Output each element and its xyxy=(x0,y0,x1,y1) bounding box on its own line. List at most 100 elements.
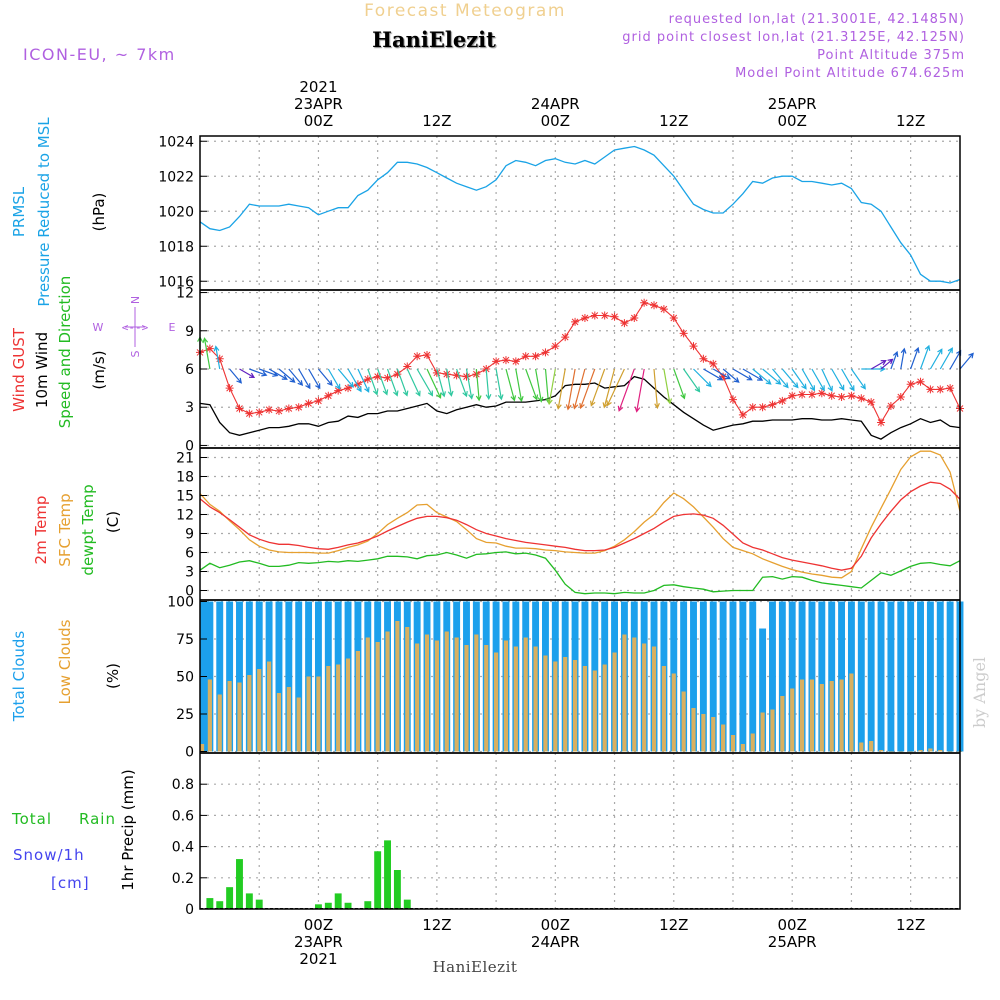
wind-arrow xyxy=(572,368,586,410)
gust-marker xyxy=(284,404,293,413)
y-tick-label: 9 xyxy=(185,527,194,543)
y-tick-label: 18 xyxy=(176,470,194,486)
low-cloud-bar xyxy=(740,744,745,752)
total-cloud-bar xyxy=(907,601,915,752)
wind-arrow xyxy=(202,337,211,370)
gust-marker xyxy=(225,384,234,393)
low-cloud-bar xyxy=(316,676,321,752)
total-cloud-bar xyxy=(206,601,214,752)
low-cloud-bar xyxy=(444,631,449,752)
total-cloud-bar xyxy=(759,628,767,752)
low-cloud-bar xyxy=(207,679,212,752)
total-cloud-bar xyxy=(926,601,934,752)
gust-marker xyxy=(245,409,254,418)
time-label-top: 12Z xyxy=(896,112,925,130)
y-tick-label: 6 xyxy=(185,546,194,562)
wind-arrow xyxy=(268,368,288,380)
wind-arrow xyxy=(525,368,539,401)
total-cloud-bar xyxy=(857,601,865,752)
y-tick-label: 1018 xyxy=(158,239,194,255)
low-cloud-bar xyxy=(276,693,282,752)
gust-marker xyxy=(837,393,846,402)
time-label-top: 2021 xyxy=(299,78,337,96)
location-title: HaniElezit xyxy=(372,27,496,52)
wind-arrow xyxy=(722,368,740,383)
compass-arrows: <--> xyxy=(122,321,149,334)
y-tick-label: 0 xyxy=(185,438,194,454)
low-cloud-bar xyxy=(385,631,390,752)
low-cloud-bar xyxy=(859,742,864,752)
low-cloud-bar xyxy=(582,666,588,752)
gust-marker xyxy=(363,375,372,384)
low-cloud-bar xyxy=(681,691,686,752)
wind-gust-label: Wind GUST xyxy=(10,327,28,412)
wind-direction-label: Speed and Direction xyxy=(56,276,74,429)
wind-arrow xyxy=(386,368,399,397)
chart-marks xyxy=(196,145,974,909)
time-label-bottom: 24APR xyxy=(531,933,580,951)
compass-west: W xyxy=(93,321,104,334)
low-cloud-bar xyxy=(770,709,775,752)
low-cloud-bar xyxy=(237,682,242,752)
total-cloud-bar xyxy=(749,601,757,752)
y-tick-label: 0 xyxy=(185,745,194,761)
total-cloud-bar xyxy=(769,601,776,752)
precip-axis-label: 1hr Precip (mm) xyxy=(119,769,137,890)
total-cloud-bar xyxy=(226,601,234,752)
wind-arrow xyxy=(870,359,887,370)
gust-marker xyxy=(610,312,619,321)
gust-marker xyxy=(541,348,550,357)
wind-arrow xyxy=(298,368,311,390)
total-cloud-bar xyxy=(739,601,747,752)
gust-marker xyxy=(620,319,629,328)
wind-10m-label: 10m Wind xyxy=(33,332,51,408)
gust-marker xyxy=(709,359,718,368)
wind-arrow xyxy=(249,368,268,377)
y-tick-label: 0 xyxy=(185,902,194,918)
chart-frame xyxy=(199,135,961,910)
y-tick-label: 1022 xyxy=(158,169,194,185)
low-cloud-bar xyxy=(405,627,410,752)
y-tick-label: 25 xyxy=(176,707,194,723)
low-cloud-bar xyxy=(878,750,884,752)
precip-bar xyxy=(403,899,411,909)
gust-marker xyxy=(551,342,560,351)
wind-arrow xyxy=(357,368,370,393)
pressure-label-msl: Pressure Reduced to MSL xyxy=(35,117,53,307)
low-cloud-bar xyxy=(247,675,252,752)
y-tick-label: 9 xyxy=(185,324,194,340)
wind-arrow xyxy=(821,368,833,392)
wind-arrow xyxy=(673,368,686,400)
dewpt-line xyxy=(199,551,961,595)
gust-marker xyxy=(413,352,422,361)
precip-bar xyxy=(226,887,234,909)
wind-arrow xyxy=(693,368,712,388)
low-cloud-bar xyxy=(286,687,291,752)
precip-bar xyxy=(393,870,401,909)
gust-marker xyxy=(432,368,441,377)
wind-arrow xyxy=(475,368,482,402)
gust-marker xyxy=(324,391,333,400)
wind-arrow xyxy=(416,368,434,397)
total-cloud-bar xyxy=(798,601,806,752)
low-cloud-bar xyxy=(908,751,913,752)
low-cloud-bar xyxy=(760,712,765,752)
low-cloud-bar xyxy=(829,681,834,752)
precip-bar xyxy=(364,901,372,909)
total-cloud-bar xyxy=(236,601,243,752)
wind-arrow xyxy=(762,368,782,385)
low-cloud-bar xyxy=(780,696,785,752)
gust-marker xyxy=(886,401,895,410)
precip-bar xyxy=(255,899,263,909)
low-cloud-bar xyxy=(948,751,953,752)
wind-arrow xyxy=(485,368,492,401)
wind-arrow xyxy=(712,368,731,380)
wind-arrow xyxy=(456,368,468,398)
gust-marker xyxy=(798,390,807,399)
wind-arrow xyxy=(347,368,362,393)
low-cloud-bar xyxy=(671,673,676,752)
wind-arrow xyxy=(367,368,379,396)
low-cloud-bar xyxy=(918,750,923,752)
wind-arrow xyxy=(327,368,341,390)
temp-unit: (C) xyxy=(104,511,122,533)
